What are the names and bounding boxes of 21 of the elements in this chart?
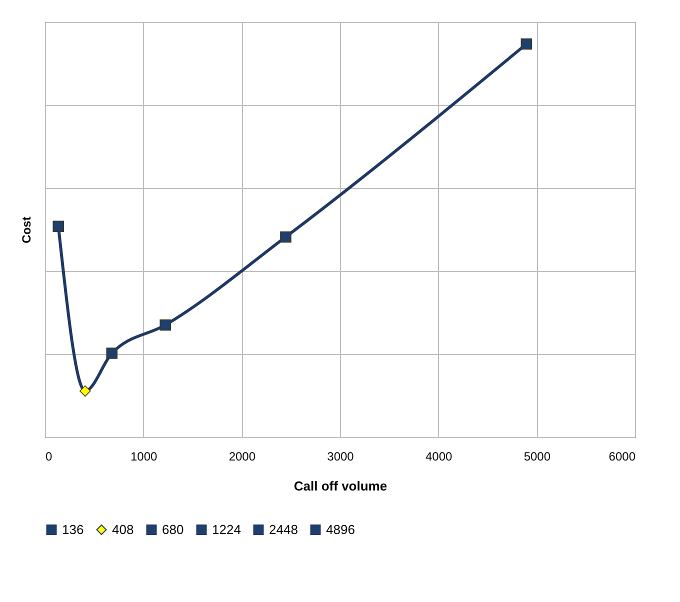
x-axis-title: Call off volume	[294, 478, 388, 494]
legend-label: 408	[112, 522, 134, 537]
legend-label: 2448	[269, 522, 298, 537]
point	[106, 348, 118, 359]
point	[520, 38, 532, 50]
point	[79, 385, 91, 397]
y-axis-title: Cost	[20, 216, 34, 244]
legend-label: 680	[162, 522, 184, 537]
x-tick-label: 4000	[425, 450, 453, 464]
point	[160, 319, 172, 331]
x-tick-label: 6000	[608, 450, 636, 464]
legend-label: 4896	[326, 522, 355, 537]
point	[52, 220, 64, 232]
point	[280, 231, 292, 243]
x-tick-label: 0	[46, 450, 52, 464]
legend-label: 1224	[212, 522, 241, 537]
x-tick-label: 3000	[327, 450, 354, 464]
x-tick-label: 1000	[130, 450, 158, 464]
x-tick-label: 2000	[228, 450, 256, 464]
x-tick-label: 5000	[524, 450, 551, 464]
legend-label: 136	[62, 522, 84, 537]
